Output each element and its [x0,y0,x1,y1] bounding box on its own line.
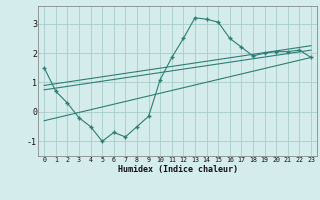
X-axis label: Humidex (Indice chaleur): Humidex (Indice chaleur) [118,165,238,174]
